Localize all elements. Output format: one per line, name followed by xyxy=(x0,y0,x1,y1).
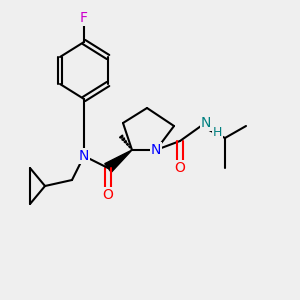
Text: N: N xyxy=(151,143,161,157)
Polygon shape xyxy=(119,135,123,138)
Text: H: H xyxy=(213,125,222,139)
Polygon shape xyxy=(131,149,132,150)
Text: O: O xyxy=(103,188,113,202)
Polygon shape xyxy=(124,140,127,143)
Text: N: N xyxy=(201,116,211,130)
Text: O: O xyxy=(175,161,185,175)
Text: N: N xyxy=(79,149,89,163)
Text: F: F xyxy=(80,11,88,25)
Polygon shape xyxy=(129,146,130,148)
Polygon shape xyxy=(126,143,128,145)
Polygon shape xyxy=(105,150,132,172)
Polygon shape xyxy=(122,138,124,140)
